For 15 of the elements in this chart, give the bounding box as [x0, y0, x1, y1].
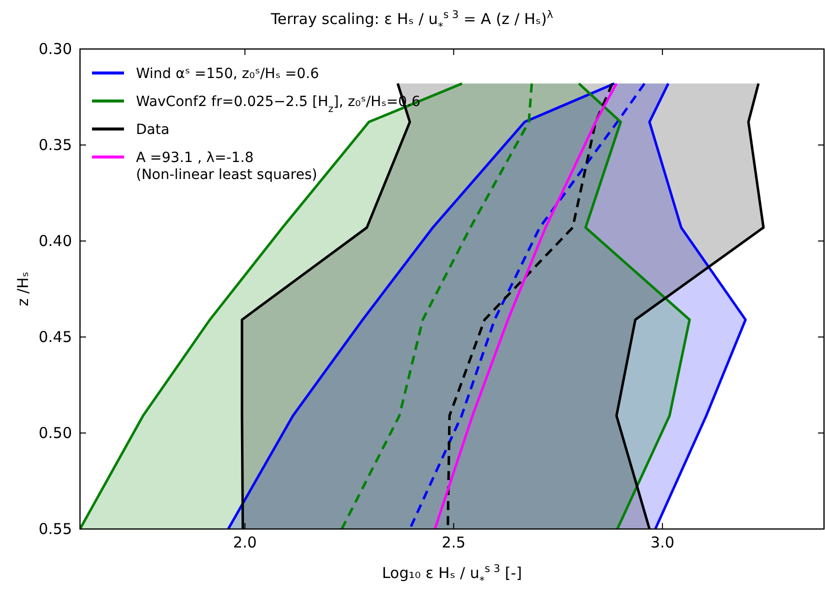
x-tick-label: 2.0 — [232, 534, 257, 552]
y-tick-label: 0.55 — [38, 520, 72, 538]
y-tick-label: 0.35 — [38, 136, 72, 154]
x-axis-title: Log₁₀ ε Hₛ / u$_{*}$$^{s 3}$ [-] — [382, 563, 522, 587]
y-tick-label: 0.40 — [38, 232, 72, 250]
y-axis-title: z /Hₛ — [14, 272, 32, 306]
legend-label: Data — [136, 122, 170, 138]
x-tick-label: 2.5 — [442, 534, 466, 552]
chart-title: Terray scaling: ε Hₛ / u$_{*}$$^{s 3}$ = A (z / Hₛ)$^{λ}$ — [270, 9, 554, 33]
y-tick-label: 0.30 — [38, 40, 72, 58]
x-tick-label: 3.0 — [650, 534, 674, 552]
legend-label: Wind αˢ =150, z₀ˢ/Hₛ =0.6 — [136, 66, 320, 82]
legend-label: A =93.1 , λ=-1.8 (Non-linear least squares) — [136, 150, 318, 183]
y-tick-label: 0.45 — [38, 328, 72, 346]
y-tick-label: 0.50 — [38, 424, 72, 442]
